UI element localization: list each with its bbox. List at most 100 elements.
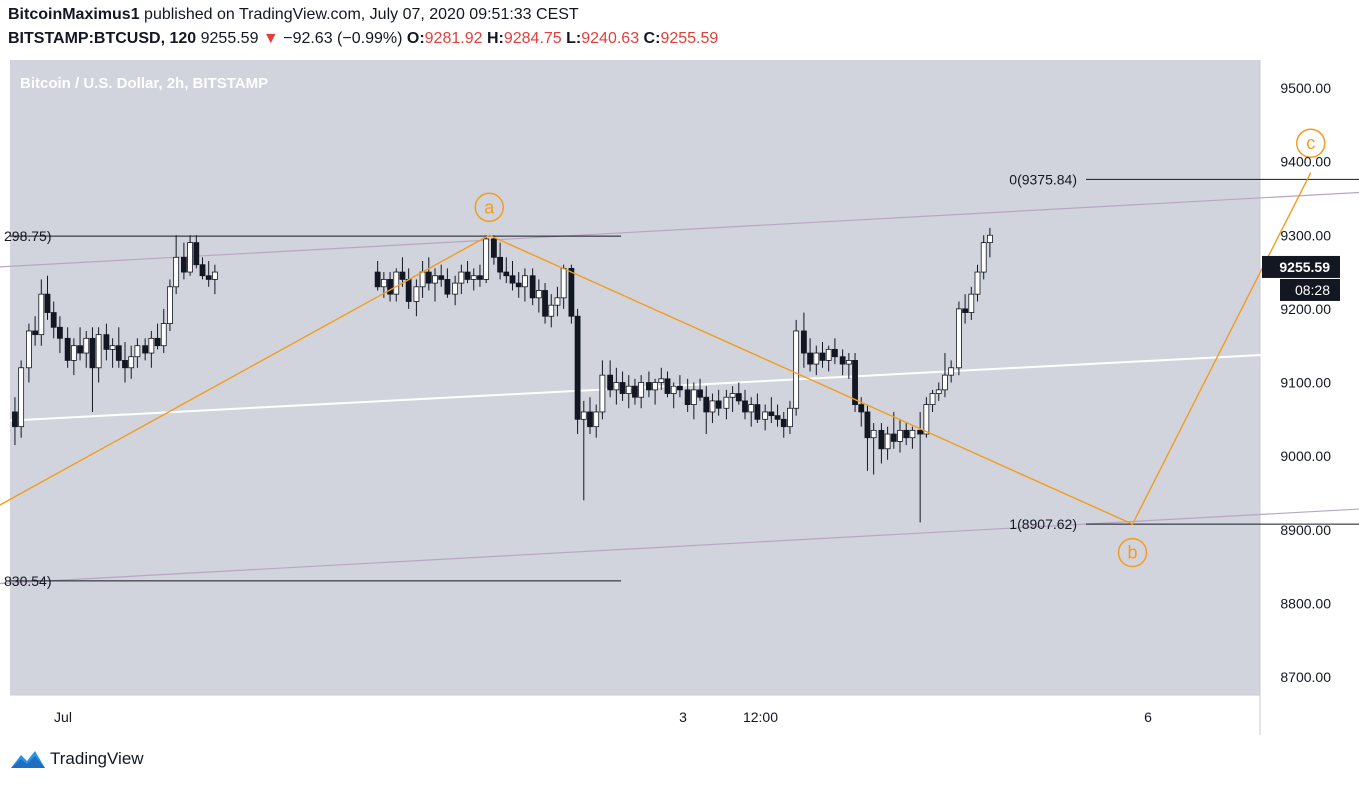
wave-path[interactable] <box>0 172 1312 582</box>
candle[interactable] <box>18 360 25 438</box>
candle[interactable] <box>819 342 826 368</box>
candle[interactable] <box>211 264 218 295</box>
candle[interactable] <box>89 327 96 412</box>
candle[interactable] <box>677 375 683 398</box>
candle[interactable] <box>148 330 155 368</box>
candle[interactable] <box>658 367 665 390</box>
tradingview-logo-icon[interactable] <box>10 748 46 770</box>
candle[interactable] <box>774 404 781 427</box>
candle[interactable] <box>554 286 561 317</box>
channel-line-middle[interactable] <box>0 320 1359 434</box>
candle[interactable] <box>703 386 710 435</box>
candle[interactable] <box>852 353 858 412</box>
candle[interactable] <box>801 312 807 368</box>
candle[interactable] <box>948 360 955 383</box>
candle[interactable] <box>529 268 536 306</box>
candle[interactable] <box>832 338 838 365</box>
plot-area[interactable] <box>10 60 1260 695</box>
candle[interactable] <box>587 397 593 435</box>
candle[interactable] <box>742 389 748 420</box>
candle[interactable] <box>70 338 77 376</box>
candle[interactable] <box>980 235 987 280</box>
candle[interactable] <box>425 257 432 291</box>
candle[interactable] <box>109 338 116 368</box>
candle[interactable] <box>903 422 910 446</box>
candle[interactable] <box>142 338 149 361</box>
candle[interactable] <box>477 264 483 287</box>
candle[interactable] <box>167 279 173 331</box>
candle[interactable] <box>464 261 471 284</box>
candle[interactable] <box>470 268 477 291</box>
candle[interactable] <box>38 279 45 346</box>
candle[interactable] <box>32 316 38 346</box>
candle[interactable] <box>44 275 51 320</box>
candle[interactable] <box>490 235 497 265</box>
candle[interactable] <box>974 264 981 302</box>
candle[interactable] <box>878 422 885 464</box>
candle[interactable] <box>780 411 787 438</box>
candle[interactable] <box>160 308 167 354</box>
candle[interactable] <box>509 261 516 291</box>
channel-line-upper[interactable] <box>0 162 1359 276</box>
candle[interactable] <box>813 345 820 376</box>
candle[interactable] <box>909 426 916 449</box>
candle[interactable] <box>374 261 381 291</box>
candle[interactable] <box>754 393 761 423</box>
candle[interactable] <box>729 386 736 412</box>
candle[interactable] <box>50 301 57 339</box>
candle[interactable] <box>619 371 626 401</box>
candle[interactable] <box>399 257 406 287</box>
candle[interactable] <box>593 404 600 438</box>
candle[interactable] <box>864 404 871 471</box>
candle[interactable] <box>438 264 445 287</box>
candle[interactable] <box>503 257 510 284</box>
candle[interactable] <box>497 242 504 280</box>
candle[interactable] <box>870 422 877 475</box>
candle[interactable] <box>64 327 71 368</box>
candle[interactable] <box>956 301 962 376</box>
candle[interactable] <box>387 272 393 302</box>
candle[interactable] <box>393 268 400 302</box>
candle[interactable] <box>483 235 490 284</box>
candle[interactable] <box>652 378 658 405</box>
candle[interactable] <box>825 345 832 372</box>
candle[interactable] <box>670 382 677 409</box>
candle[interactable] <box>768 397 775 423</box>
candle[interactable] <box>187 235 194 276</box>
candle[interactable] <box>787 400 793 435</box>
candle[interactable] <box>574 308 581 435</box>
candle[interactable] <box>638 375 645 409</box>
candle[interactable] <box>884 426 891 460</box>
candle[interactable] <box>762 404 769 431</box>
candle[interactable] <box>458 264 465 295</box>
candle[interactable] <box>917 411 924 523</box>
candle[interactable] <box>793 319 800 416</box>
candle[interactable] <box>180 242 187 280</box>
candle[interactable] <box>548 294 555 328</box>
candle[interactable] <box>968 286 975 320</box>
candle[interactable] <box>684 378 691 412</box>
candle[interactable] <box>613 367 620 405</box>
candle[interactable] <box>115 327 122 368</box>
candle[interactable] <box>515 272 522 298</box>
price-axis[interactable] <box>1260 60 1359 735</box>
candle[interactable] <box>839 349 846 376</box>
candle[interactable] <box>845 353 852 379</box>
time-axis[interactable] <box>10 695 1260 735</box>
candle[interactable] <box>413 279 420 317</box>
candle[interactable] <box>697 378 703 401</box>
brand-name[interactable]: TradingView <box>50 749 144 768</box>
candle[interactable] <box>77 327 83 361</box>
candle[interactable] <box>890 411 897 449</box>
candle[interactable] <box>715 389 722 416</box>
candle[interactable] <box>929 389 936 412</box>
candle[interactable] <box>709 393 716 423</box>
candle[interactable] <box>568 264 575 324</box>
candle[interactable] <box>607 360 614 398</box>
candle[interactable] <box>193 235 200 269</box>
candle[interactable] <box>748 397 755 427</box>
candle[interactable] <box>122 342 128 383</box>
candle[interactable] <box>535 279 542 313</box>
candle[interactable] <box>632 378 638 405</box>
price-chart[interactable]: 0(9375.84) 1(8907.62) 298.75) 830.54) a b c 9… <box>0 0 1359 740</box>
